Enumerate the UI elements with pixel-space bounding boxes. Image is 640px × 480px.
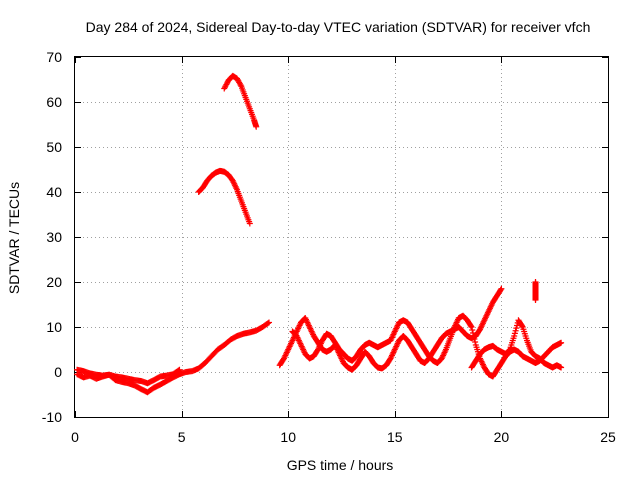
series-arc8 <box>532 279 539 303</box>
y-tick-label: 40 <box>46 184 62 200</box>
data-point <box>468 324 475 330</box>
series-arc6 <box>289 312 565 380</box>
data-point <box>176 366 183 373</box>
data-point <box>253 123 260 130</box>
y-axis-label: SDTVAR / TECUs <box>6 182 22 294</box>
y-tick-label: 30 <box>46 229 62 245</box>
data-point <box>175 367 182 374</box>
plot-border <box>74 56 609 418</box>
data-point <box>512 327 519 334</box>
data-point <box>513 325 520 332</box>
data-point <box>237 81 244 88</box>
x-tick-label: 15 <box>387 429 403 445</box>
series-arc2 <box>74 366 183 387</box>
y-tick-label: 50 <box>46 139 62 155</box>
series-arc7 <box>468 317 565 371</box>
data-point <box>511 333 518 339</box>
data-point <box>469 327 476 333</box>
data-point <box>470 333 477 339</box>
data-point <box>498 285 505 292</box>
data-point <box>266 319 273 326</box>
x-tick-label: 20 <box>494 429 510 445</box>
data-point <box>469 330 476 336</box>
data-point <box>511 330 518 337</box>
data-point <box>472 339 479 345</box>
series-arc3 <box>195 167 253 227</box>
data-point <box>471 336 478 342</box>
x-tick-label: 5 <box>178 429 186 445</box>
y-tick-label: 10 <box>46 319 62 335</box>
y-tick-label: 20 <box>46 274 62 290</box>
data-point <box>467 322 474 329</box>
y-tick-label: -10 <box>42 409 62 425</box>
data-point <box>558 339 565 346</box>
chart-title: Day 284 of 2024, Sidereal Day-to-day VTE… <box>86 19 591 35</box>
y-tick-label: 70 <box>46 49 62 65</box>
axis-ticks: 0 5 10 15 20 25 -10 0 10 20 30 40 50 60 70 <box>42 49 616 445</box>
grid <box>75 57 608 417</box>
y-tick-label: 60 <box>46 94 62 110</box>
series-arc4 <box>221 72 260 130</box>
data-point <box>246 220 253 227</box>
x-tick-label: 0 <box>71 429 79 445</box>
x-tick-label: 25 <box>600 429 616 445</box>
x-tick-label: 10 <box>280 429 296 445</box>
y-tick-label: 0 <box>54 364 62 380</box>
x-axis-label: GPS time / hours <box>287 457 394 473</box>
data-point <box>519 322 526 329</box>
data-point <box>497 286 504 293</box>
data-point <box>558 364 565 371</box>
data-point <box>532 297 539 303</box>
data-point <box>264 320 271 327</box>
data-points <box>74 72 565 396</box>
